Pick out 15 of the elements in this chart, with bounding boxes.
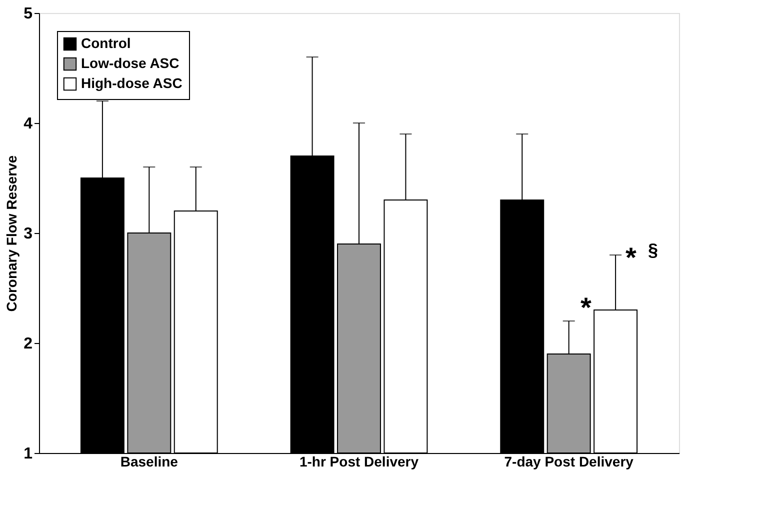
x-tick-label: 7-day Post Delivery bbox=[504, 454, 634, 470]
legend-label: Low-dose ASC bbox=[81, 55, 180, 71]
y-tick-label: 1 bbox=[24, 446, 33, 462]
y-tick-label: 4 bbox=[24, 116, 33, 132]
y-axis-title: Coronary Flow Reserve bbox=[4, 155, 20, 312]
annotation: * bbox=[580, 292, 592, 323]
annotation: * bbox=[626, 242, 637, 273]
x-tick-label: Baseline bbox=[120, 454, 178, 470]
y-tick-label: 5 bbox=[24, 6, 33, 22]
x-tick-label: 1-hr Post Delivery bbox=[299, 454, 419, 470]
legend-label: Control bbox=[81, 35, 131, 51]
annotation: § bbox=[648, 240, 658, 260]
legend-label: High-dose ASC bbox=[81, 75, 182, 91]
y-tick-label: 3 bbox=[24, 226, 33, 242]
y-tick-label: 2 bbox=[24, 336, 33, 352]
